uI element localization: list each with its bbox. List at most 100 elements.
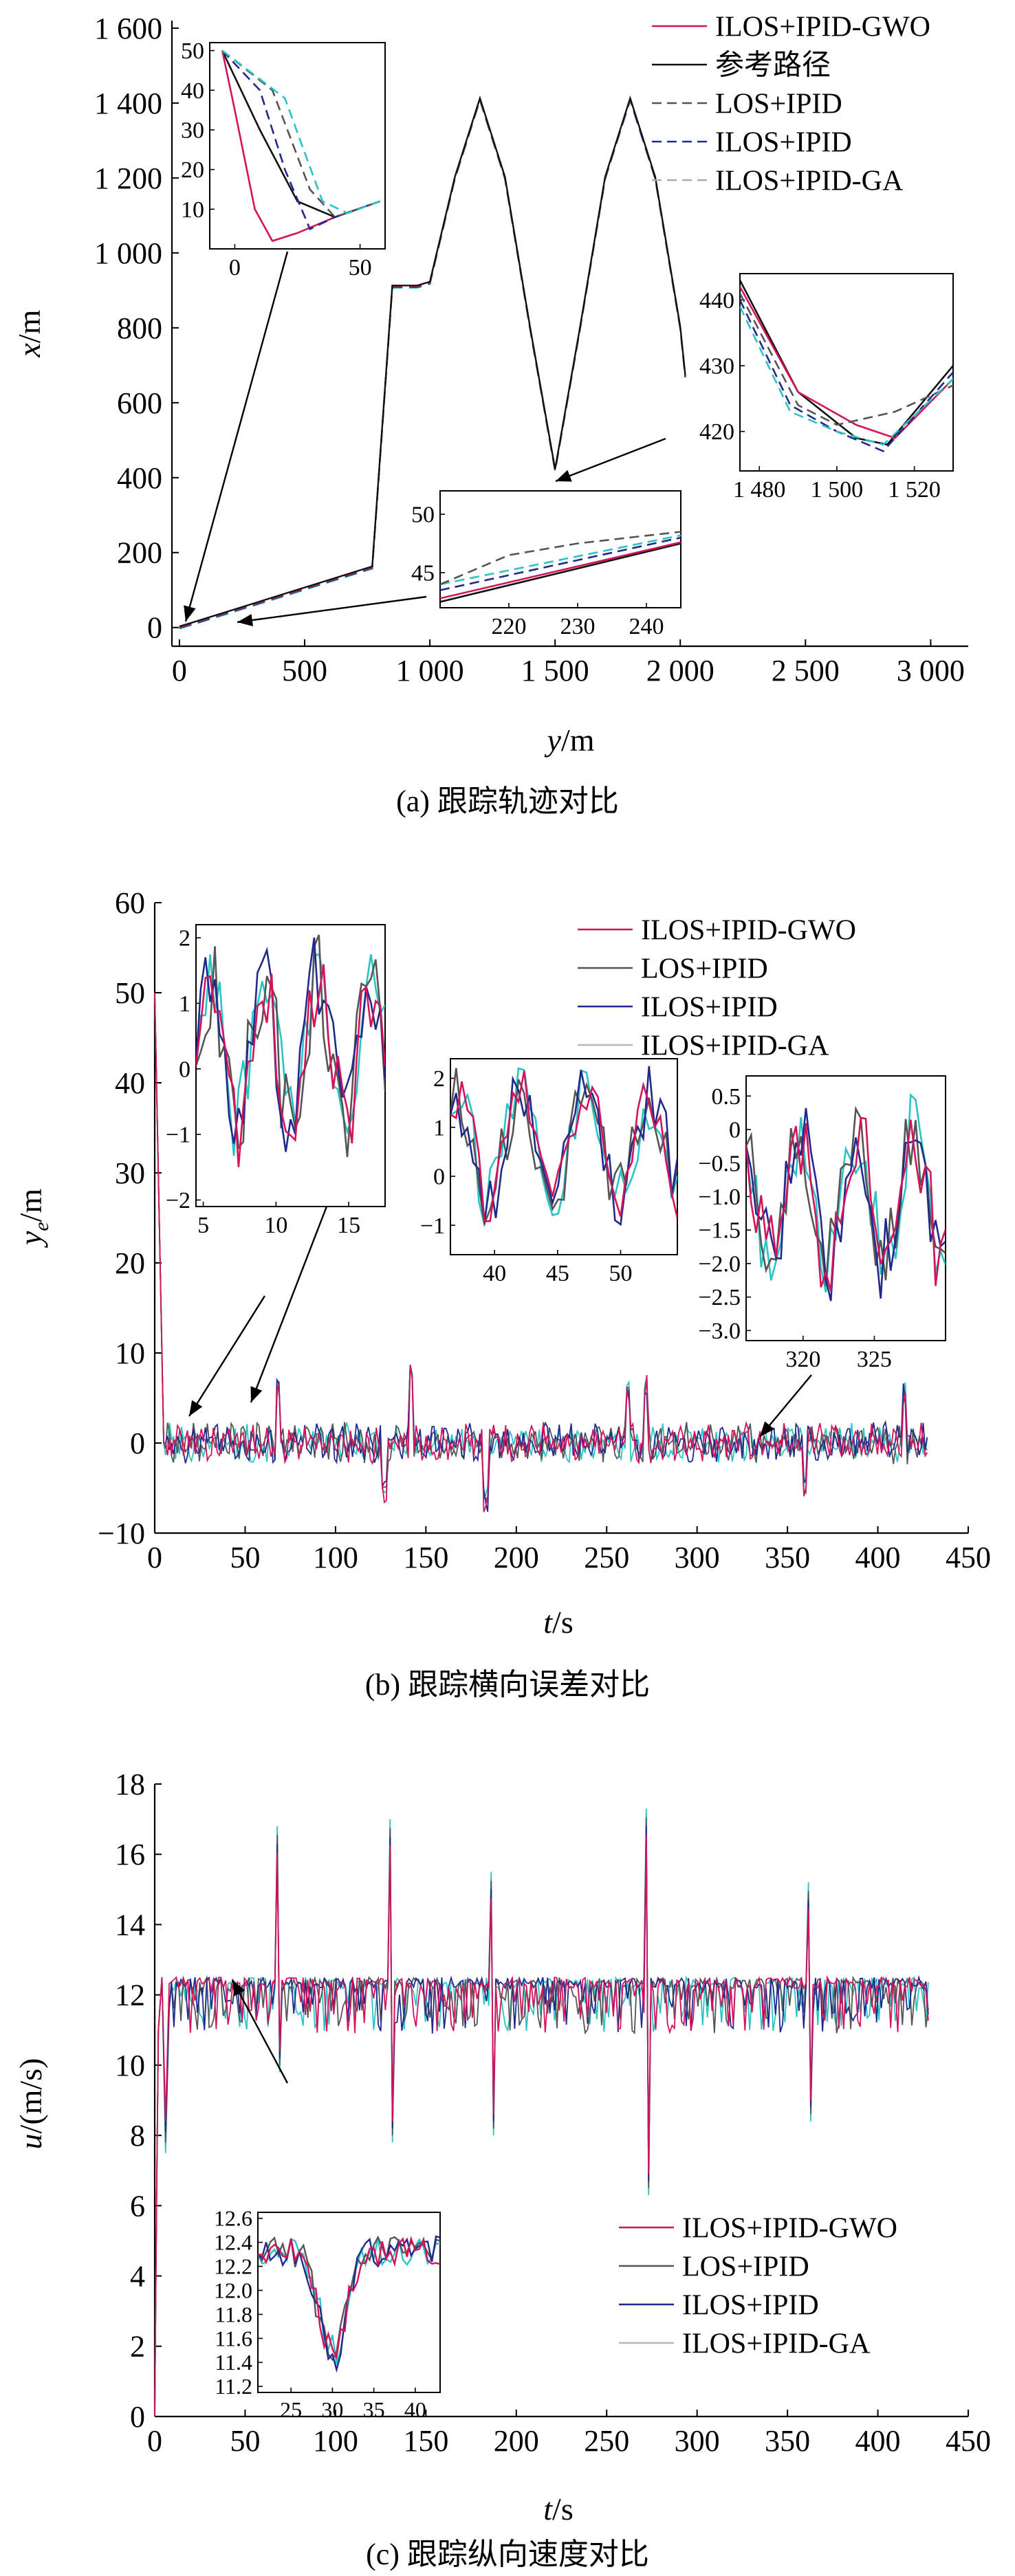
inset-x-tick-label: 0 bbox=[229, 255, 241, 280]
arrow-shaft bbox=[188, 1295, 266, 1417]
inset-y-tick-label: −3.0 bbox=[698, 1319, 741, 1344]
legend-label: LOS+IPID bbox=[641, 954, 768, 985]
inset-x-tick-label: 320 bbox=[785, 1347, 820, 1372]
legend-label: ILOS+IPID-GWO bbox=[641, 915, 856, 947]
inset-plot-area bbox=[746, 1092, 946, 1301]
y-axis-title: u/(m/s) bbox=[13, 2058, 48, 2150]
inset-series-ilos_ipid_ga bbox=[440, 534, 681, 586]
error-series-ilos_ipid_ga bbox=[154, 992, 928, 1500]
inset-y-tick-label: 40 bbox=[181, 78, 204, 104]
inset-x-tick-label: 40 bbox=[483, 1261, 506, 1286]
arrow-shaft bbox=[555, 437, 666, 483]
inset-y-tick-label: 12.2 bbox=[214, 2254, 252, 2278]
inset: 1 480 1 500 1 520 420 430 440 bbox=[699, 273, 954, 503]
x-tick-label: 250 bbox=[584, 2424, 629, 2458]
inset-x-tick-label: 25 bbox=[280, 2397, 302, 2422]
legend-label: ILOS+IPID bbox=[715, 127, 852, 159]
arrow-shaft bbox=[237, 595, 427, 624]
x-tick-label: 300 bbox=[675, 1541, 720, 1574]
inset-x-tick-label: 1 500 bbox=[811, 477, 864, 503]
inset-y-tick-label: 0 bbox=[729, 1118, 741, 1143]
caption-b: (b) 跟踪横向误差对比 bbox=[365, 1668, 650, 1702]
arrow-to-start bbox=[184, 251, 289, 622]
inset-x-tick-label: 10 bbox=[264, 1213, 287, 1238]
inset-y-tick-label: −2.5 bbox=[698, 1285, 741, 1310]
inset-y-tick-label: −0.5 bbox=[698, 1151, 741, 1176]
inset-plot-area bbox=[258, 2235, 440, 2373]
x-tick-label: 1 500 bbox=[521, 654, 589, 687]
error-series-ilos_ipid_gwo bbox=[154, 992, 928, 1512]
inset: 320 325 −3.0 −2.5 −2.0 −1.5 −1.0 −0.5 0 0.5 bbox=[698, 1075, 946, 1372]
y-tick-label: 6 bbox=[130, 2189, 145, 2223]
x-tick-label: 450 bbox=[946, 1541, 991, 1574]
y-tick-label: 60 bbox=[115, 886, 145, 920]
inset-x-tick-label: 240 bbox=[629, 614, 664, 639]
inset-series-ilos_ipid bbox=[440, 536, 681, 591]
inset-error-ilos_ipid_gwo bbox=[746, 1116, 946, 1292]
y-tick-label: 200 bbox=[117, 536, 162, 570]
inset-plot-area bbox=[221, 49, 381, 243]
inset-plot-area bbox=[196, 934, 385, 1167]
inset-series-los_ipid bbox=[221, 49, 381, 219]
y-axis-title: ye/m bbox=[13, 1189, 53, 1248]
x-tick-label: 450 bbox=[946, 2424, 991, 2458]
inset-speed-ilos_ipid_gwo bbox=[258, 2236, 440, 2360]
y-tick-label: 800 bbox=[117, 311, 162, 345]
y-tick-label: 10 bbox=[115, 1336, 145, 1370]
x-tick-label: 400 bbox=[855, 2424, 901, 2458]
y-tick-label: 8 bbox=[130, 2119, 145, 2153]
x-tick-label: 2 000 bbox=[646, 654, 714, 687]
y-tick-label: 600 bbox=[117, 386, 162, 420]
inset-series-reference bbox=[440, 542, 681, 603]
x-tick-label: 300 bbox=[675, 2424, 720, 2458]
axes-c: 0 50 100 150 200 250 300 350 400 450 0 2 4 6 8 10 12 14 16… bbox=[115, 1768, 991, 2458]
arrow-head bbox=[237, 614, 254, 626]
legend-label: ILOS+IPID-GWO bbox=[682, 2213, 897, 2245]
axes-a: 0 500 1 000 1 500 2 000 2 500 3 00002004006008… bbox=[94, 12, 968, 687]
inset-y-tick-label: −2.0 bbox=[698, 1251, 741, 1277]
x-tick-label: 200 bbox=[494, 2424, 539, 2458]
arrow-head bbox=[184, 605, 196, 621]
x-tick-label: 500 bbox=[282, 654, 327, 687]
inset-series-ilos_ipid_gwo bbox=[440, 541, 681, 599]
inset-x-tick-label: 325 bbox=[857, 1347, 892, 1372]
arrow-to-inset1b bbox=[250, 1206, 328, 1403]
legend: ILOS+IPID-GWO 参考路径 LOS+IPID ILOS+IPID ILOS+I… bbox=[652, 12, 930, 197]
inset-plot-area bbox=[450, 1066, 677, 1228]
x-tick-label: 100 bbox=[313, 1541, 358, 1574]
inset-x-tick-label: 35 bbox=[363, 2397, 385, 2422]
x-tick-label: 100 bbox=[313, 2424, 358, 2458]
inset-error-los_ipid bbox=[196, 934, 385, 1158]
inset-error-los_ipid bbox=[746, 1105, 946, 1286]
arrow-to-inset3 bbox=[759, 1374, 812, 1438]
trajectory-reference bbox=[179, 95, 686, 628]
inset: 0 50 10 20 30 40 50 bbox=[181, 38, 386, 280]
legend-label: ILOS+IPID bbox=[641, 992, 778, 1024]
y-tick-label: 10 bbox=[115, 2049, 145, 2082]
inset-series-ilos_ipid_gwo bbox=[740, 286, 953, 439]
y-tick-label: 1 200 bbox=[94, 162, 162, 195]
inset-y-tick-label: 12.0 bbox=[214, 2278, 252, 2302]
x-tick-label: 1 000 bbox=[396, 654, 464, 687]
inset-x-tick-label: 15 bbox=[337, 1213, 360, 1238]
inset-y-tick-label: 1 bbox=[179, 991, 190, 1017]
inset: 5 10 15 −2 −1 0 1 2 bbox=[166, 924, 386, 1238]
inset-y-tick-label: −1.0 bbox=[698, 1185, 741, 1210]
inset-y-tick-label: 0.5 bbox=[712, 1084, 741, 1110]
arrow-to-segment bbox=[237, 595, 427, 626]
legend: ILOS+IPID-GWO LOS+IPID ILOS+IPID ILOS+IPID-… bbox=[578, 915, 856, 1062]
inset-y-tick-label: 420 bbox=[699, 419, 734, 445]
inset-x-tick-label: 40 bbox=[404, 2397, 426, 2422]
inset-y-tick-label: 10 bbox=[181, 197, 204, 223]
inset-y-tick-label: 2 bbox=[433, 1066, 445, 1092]
inset-y-tick-label: −2 bbox=[166, 1188, 190, 1213]
x-tick-label: 250 bbox=[584, 1541, 629, 1574]
y-axis-title: x/m bbox=[12, 309, 47, 357]
inset-error-ilos_ipid_ga bbox=[746, 1092, 946, 1293]
inset-y-tick-label: 20 bbox=[181, 157, 204, 183]
legend-label: ILOS+IPID-GA bbox=[682, 2329, 871, 2360]
x-tick-label: 350 bbox=[765, 2424, 810, 2458]
inset-frame bbox=[745, 1075, 946, 1341]
inset-series-ilos_ipid bbox=[221, 49, 381, 230]
inset-y-tick-label: −1 bbox=[420, 1213, 445, 1239]
